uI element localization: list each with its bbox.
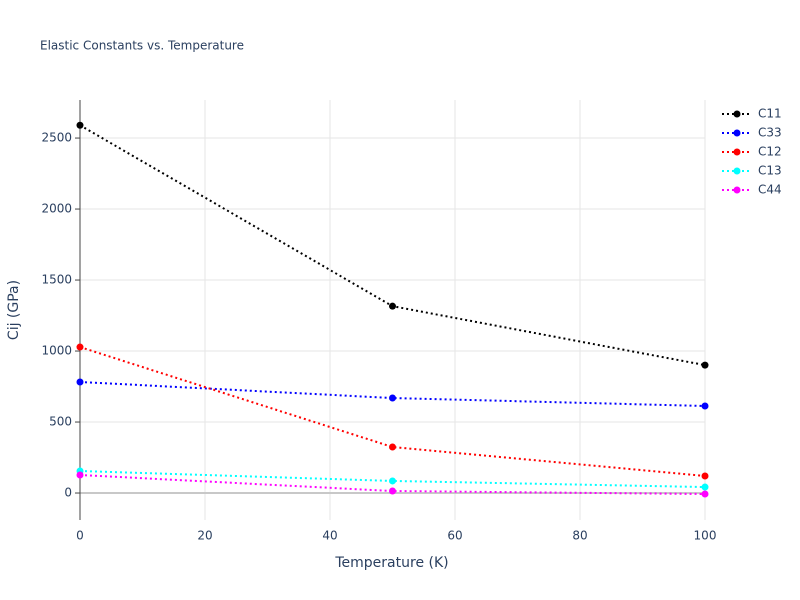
data-point (76, 378, 84, 386)
data-point (389, 477, 396, 485)
x-tick-label: 0 (76, 529, 84, 543)
x-tick-label: 40 (322, 529, 337, 543)
series-line (79, 473, 706, 496)
legend-label: C33 (758, 126, 782, 140)
legend-marker (733, 148, 741, 156)
data-point (76, 121, 84, 129)
data-point (701, 472, 709, 480)
data-point (701, 361, 709, 369)
x-tick-label: 80 (572, 529, 587, 543)
legend-label: C13 (758, 164, 782, 178)
data-point (76, 471, 84, 479)
legend-label: C44 (758, 183, 782, 197)
x-tick-label: 60 (447, 529, 462, 543)
data-point (389, 302, 396, 310)
x-tick-label: 100 (694, 529, 717, 543)
data-point (389, 487, 396, 495)
legend-marker (733, 129, 741, 137)
legend-marker (733, 110, 741, 118)
y-tick-label: 500 (49, 415, 72, 429)
data-point (701, 490, 709, 498)
y-tick-label: 2500 (41, 131, 72, 145)
data-point (389, 443, 396, 451)
data-point (389, 394, 396, 402)
series-line (79, 380, 706, 407)
y-tick-label: 1500 (41, 273, 72, 287)
x-tick-label: 20 (197, 529, 212, 543)
x-axis-label: Temperature (K) (334, 555, 448, 571)
y-tick-label: 0 (64, 486, 72, 500)
y-axis-label: Cij (GPa) (6, 280, 22, 340)
data-point (76, 343, 84, 351)
legend-marker (733, 167, 741, 175)
y-tick-label: 1000 (41, 344, 72, 358)
y-tick-label: 2000 (41, 202, 72, 216)
legend-marker (733, 186, 741, 194)
legend-label: C11 (758, 107, 782, 121)
legend-label: C12 (758, 145, 782, 159)
chart-title: Elastic Constants vs. Temperature (40, 39, 244, 53)
data-point (701, 483, 709, 491)
data-point (701, 402, 709, 410)
series-line (79, 470, 706, 489)
